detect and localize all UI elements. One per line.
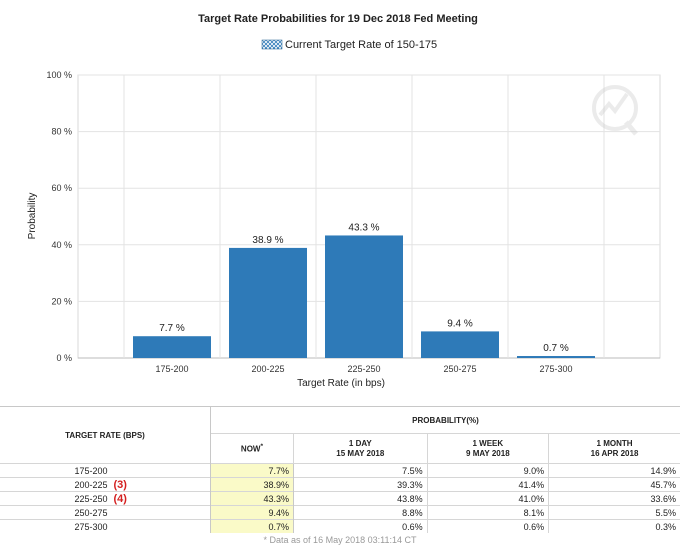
header-col-2: 1 WEEK 9 MAY 2018	[427, 433, 550, 464]
chart-title: Target Rate Probabilities for 19 Dec 201…	[198, 13, 478, 25]
data-label-175-200: 7.7 %	[159, 323, 185, 334]
cell-rate: 175-200	[0, 463, 211, 478]
table-body: 175-200 7.7% 7.5% 9.0% 14.9% 200-225 (3) 38.9% 3…	[0, 463, 680, 533]
x-tick-label: 200-225	[251, 364, 284, 374]
cell-now: 43.3%	[210, 491, 294, 506]
rate-text: 275-300	[74, 521, 108, 532]
bar-275-300[interactable]	[517, 356, 595, 358]
y-axis-label: Probability	[27, 193, 38, 240]
cell-month: 0.3%	[548, 519, 680, 533]
bar-225-250[interactable]	[325, 235, 403, 358]
legend-swatch	[261, 39, 283, 50]
header-col-0: NOW*	[210, 433, 294, 464]
table-row: 175-200 7.7% 7.5% 9.0% 14.9%	[0, 463, 680, 478]
cell-week: 41.4%	[427, 477, 550, 492]
data-label-275-300: 0.7 %	[543, 343, 569, 354]
x-axis-ticks: 175-200 200-225 225-250 250-275 275-300	[155, 364, 572, 374]
rate-text: 225-250	[74, 493, 108, 504]
cell-month: 45.7%	[548, 477, 680, 492]
data-labels: 7.7 % 38.9 % 43.3 % 9.4 % 0.7 %	[159, 222, 569, 354]
header-col-3: 1 MONTH 16 APR 2018	[548, 433, 680, 464]
watermark-logo-icon	[592, 85, 638, 136]
bar-chart: Target Rate Probabilities for 19 Dec 201…	[27, 13, 661, 389]
cell-now: 7.7%	[210, 463, 294, 478]
cell-day: 43.8%	[293, 491, 428, 506]
bar-250-275[interactable]	[421, 331, 499, 358]
header-col-line1: 1 DAY	[348, 438, 372, 448]
header-col-line2: 16 APR 2018	[590, 448, 639, 458]
cell-rate: 275-300	[0, 519, 211, 533]
cell-day: 39.3%	[293, 477, 428, 492]
header-col-line2: 9 MAY 2018	[466, 448, 510, 458]
rate-text: 175-200	[74, 465, 108, 476]
rate-marker: (4)	[113, 492, 127, 505]
x-axis-label: Target Rate (in bps)	[297, 378, 385, 389]
legend-label: Current Target Rate of 150-175	[285, 39, 437, 51]
bar-175-200[interactable]	[133, 336, 211, 358]
table-row: 250-275 9.4% 8.8% 8.1% 5.5%	[0, 505, 680, 520]
cell-month: 5.5%	[548, 505, 680, 520]
chart-area: Target Rate Probabilities for 19 Dec 201…	[27, 13, 661, 389]
data-label-200-225: 38.9 %	[252, 235, 283, 246]
x-tick-label: 225-250	[347, 364, 380, 374]
y-tick-label: 40 %	[51, 240, 72, 250]
rate-text: 250-275	[74, 507, 108, 518]
table-row: 275-300 0.7% 0.6% 0.6% 0.3%	[0, 519, 680, 533]
header-col-1: 1 DAY 15 MAY 2018	[293, 433, 428, 464]
cell-day: 0.6%	[293, 519, 428, 533]
x-tick-label: 275-300	[539, 364, 572, 374]
legend[interactable]: Current Target Rate of 150-175	[261, 39, 437, 51]
bar-200-225[interactable]	[229, 247, 307, 358]
cell-week: 9.0%	[427, 463, 550, 478]
header-col-line2: 15 MAY 2018	[336, 448, 385, 458]
sub-header-row: NOW* 1 DAY 15 MAY 2018 1 WEEK 9 MAY 2018 1 MO…	[0, 433, 680, 464]
x-tick-label: 250-275	[443, 364, 476, 374]
header-col-marker: *	[260, 443, 264, 451]
y-axis-ticks: 0 % 20 % 40 % 60 % 80 % 100 %	[46, 70, 72, 363]
cell-month: 33.6%	[548, 491, 680, 506]
cell-week: 41.0%	[427, 491, 550, 506]
chart-bars	[133, 235, 595, 358]
data-label-250-275: 9.4 %	[447, 318, 473, 329]
data-footnote: * Data as of 16 May 2018 03:11:14 CT	[263, 535, 417, 545]
y-tick-label: 60 %	[51, 183, 72, 193]
cell-rate: 250-275	[0, 505, 211, 520]
probability-table: TARGET RATE (BPS) PROBABILITY(%) NOW* 1 D…	[0, 405, 680, 533]
header-target-rate: TARGET RATE (BPS)	[0, 406, 211, 464]
x-tick-label: 175-200	[155, 364, 188, 374]
data-label-225-250: 43.3 %	[348, 222, 379, 233]
rate-marker: (3)	[113, 478, 127, 491]
y-tick-label: 0 %	[56, 353, 72, 363]
y-tick-label: 80 %	[51, 127, 72, 137]
y-tick-label: 100 %	[46, 70, 72, 80]
cell-now: 38.9%	[210, 477, 294, 492]
cell-now: 9.4%	[210, 505, 294, 520]
table-row: 200-225 (3) 38.9% 39.3% 41.4% 45.7%	[0, 477, 680, 492]
cell-rate: 200-225 (3)	[0, 477, 211, 492]
cell-month: 14.9%	[548, 463, 680, 478]
header-col-line1: 1 MONTH	[596, 438, 633, 448]
cell-day: 7.5%	[293, 463, 428, 478]
probability-table-wrap: TARGET RATE (BPS) PROBABILITY(%) NOW* 1 D…	[0, 405, 680, 545]
cell-day: 8.8%	[293, 505, 428, 520]
header-col-line1: NOW	[240, 445, 261, 455]
header-col-line1: 1 WEEK	[472, 438, 504, 448]
cell-now: 0.7%	[210, 519, 294, 533]
rate-text: 200-225	[74, 479, 108, 490]
cell-week: 8.1%	[427, 505, 550, 520]
table-row: 225-250 (4) 43.3% 43.8% 41.0% 33.6%	[0, 491, 680, 506]
header-probability: PROBABILITY(%)	[210, 405, 680, 435]
cell-rate: 225-250 (4)	[0, 491, 211, 506]
cell-week: 0.6%	[427, 519, 550, 533]
y-tick-label: 20 %	[51, 296, 72, 306]
